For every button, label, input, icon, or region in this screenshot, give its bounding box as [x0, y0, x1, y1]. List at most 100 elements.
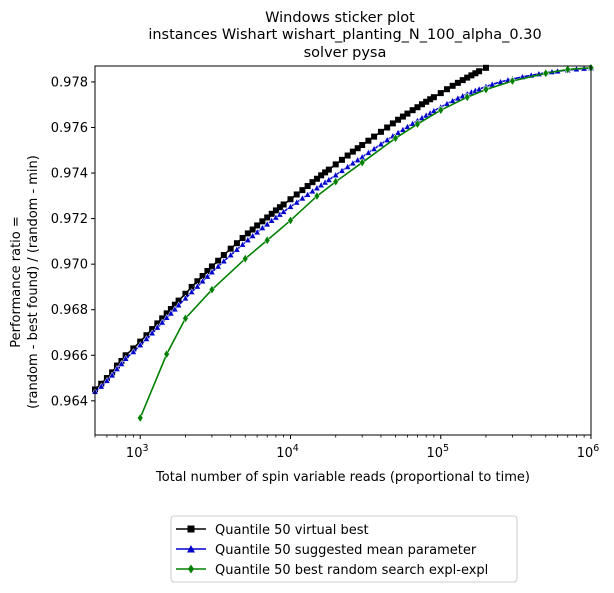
data-point: [272, 207, 279, 214]
x-axis-ticks: 103 104 105 106: [94, 435, 600, 461]
data-point: [242, 254, 249, 264]
chart-title-line-3: solver pysa: [304, 45, 387, 61]
data-point: [244, 230, 251, 237]
data-point: [171, 301, 178, 308]
y-tick-label: 0.974: [51, 167, 88, 182]
data-point: [354, 145, 361, 152]
data-point: [204, 268, 211, 274]
data-point: [239, 234, 246, 241]
data-point: [437, 105, 444, 115]
data-point: [264, 235, 271, 245]
data-point: [254, 222, 261, 229]
series-2: [91, 64, 595, 395]
y-axis-ticks: 0.964 0.966 0.968 0.970 0.972 0.974 0.976 0.978: [51, 75, 95, 409]
y-tick-label: 0.970: [51, 258, 88, 273]
data-point: [181, 294, 190, 302]
data-point: [359, 157, 366, 168]
data-point: [371, 133, 378, 140]
data-point: [322, 169, 329, 176]
data-point: [383, 136, 391, 143]
data-point: [268, 210, 275, 217]
data-point: [279, 207, 288, 215]
data-point: [377, 128, 384, 135]
data-point: [163, 310, 170, 317]
data-point: [299, 187, 306, 194]
data-point: [108, 371, 116, 379]
legend-marker-virtual-best: [187, 525, 195, 533]
data-point: [365, 137, 372, 144]
y-tick-label: 0.966: [51, 349, 88, 364]
data-point: [249, 226, 256, 233]
data-point: [325, 175, 333, 183]
data-point: [194, 278, 201, 285]
x-tick-label: 106: [577, 443, 600, 461]
y-axis-label: Performance ratio = (random - best found…: [9, 155, 41, 409]
data-point: [208, 285, 216, 295]
data-point: [220, 252, 227, 259]
data-point: [198, 277, 207, 285]
data-point: [220, 257, 228, 265]
data-point: [542, 68, 549, 78]
data-point: [258, 224, 266, 231]
data-point: [159, 315, 166, 322]
data-point: [208, 268, 216, 275]
data-point: [286, 202, 295, 210]
data-point: [389, 120, 396, 127]
data-point: [137, 413, 144, 423]
data-point: [377, 140, 385, 147]
data-point: [238, 240, 247, 248]
data-point: [464, 74, 471, 81]
series-3: [137, 63, 595, 423]
legend-box: [170, 515, 518, 583]
x-tick-base: 10: [276, 446, 293, 461]
legend-label-suggested-mean: Quantile 50 suggested mean parameter: [215, 543, 477, 558]
x-tick-label: 105: [426, 443, 449, 461]
x-axis-label: Total number of spin variable reads (pro…: [155, 470, 530, 485]
chart-title-line-2: instances Wishart wishart_planting_N_100…: [148, 27, 541, 43]
data-point: [313, 191, 321, 201]
data-point: [459, 77, 466, 84]
x-tick-base: 10: [577, 446, 594, 461]
data-point: [122, 354, 130, 362]
legend-label-random-search: Quantile 50 best random search expl-expl: [215, 563, 488, 578]
data-point: [264, 214, 271, 221]
data-point: [293, 191, 300, 198]
x-tick-label: 103: [126, 443, 149, 461]
x-tick-exponent: 6: [593, 443, 599, 454]
x-tick-exponent: 5: [443, 443, 449, 454]
data-point: [423, 98, 430, 105]
data-point: [199, 273, 206, 280]
data-point: [287, 215, 294, 226]
data-point: [430, 94, 437, 101]
data-point: [298, 194, 307, 202]
data-point: [136, 341, 144, 348]
data-point: [325, 166, 332, 173]
legend-entry-random-search: Quantile 50 best random search expl-expl: [176, 563, 488, 578]
legend-entry-virtual-best: Quantile 50 virtual best: [176, 523, 369, 538]
data-point: [482, 84, 490, 95]
data-point: [303, 190, 312, 198]
data-point: [163, 349, 170, 359]
data-point: [454, 79, 461, 86]
chart-title-line-1: Windows sticker plot: [265, 10, 415, 26]
data-point: [163, 313, 171, 321]
data-point: [468, 72, 475, 79]
data-point: [280, 201, 287, 208]
data-point: [509, 76, 516, 86]
data-point: [158, 318, 166, 326]
data-point: [103, 376, 111, 384]
data-point: [370, 144, 378, 152]
data-point: [113, 365, 121, 372]
data-point: [313, 175, 320, 182]
data-point: [149, 326, 156, 333]
data-point: [409, 107, 416, 114]
data-point: [117, 360, 126, 367]
y-tick-label: 0.978: [51, 75, 88, 90]
data-point: [97, 382, 105, 390]
data-point: [233, 245, 241, 253]
data-point: [464, 92, 471, 102]
data-point: [148, 329, 156, 337]
data-point: [276, 204, 283, 211]
data-point: [193, 282, 201, 290]
